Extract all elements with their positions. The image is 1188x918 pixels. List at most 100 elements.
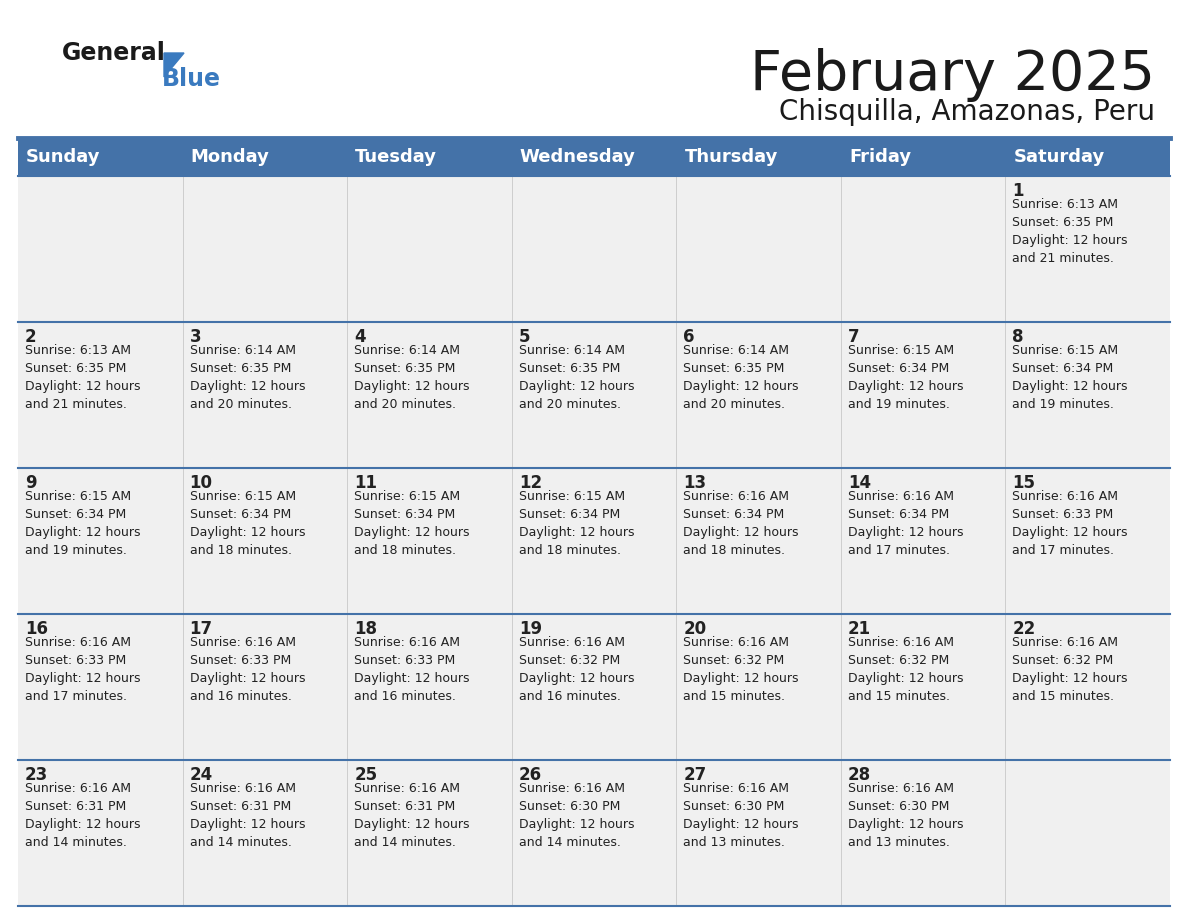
Text: 19: 19 [519, 620, 542, 638]
Text: Sunrise: 6:14 AM
Sunset: 6:35 PM
Daylight: 12 hours
and 20 minutes.: Sunrise: 6:14 AM Sunset: 6:35 PM Dayligh… [354, 344, 469, 411]
Bar [512, 138, 676, 176]
Text: 9: 9 [25, 474, 37, 492]
Text: Sunrise: 6:16 AM
Sunset: 6:32 PM
Daylight: 12 hours
and 15 minutes.: Sunrise: 6:16 AM Sunset: 6:32 PM Dayligh… [683, 636, 798, 703]
Bar [1005, 614, 1170, 760]
Text: 13: 13 [683, 474, 707, 492]
Text: 17: 17 [190, 620, 213, 638]
Text: Sunrise: 6:16 AM
Sunset: 6:30 PM
Daylight: 12 hours
and 13 minutes.: Sunrise: 6:16 AM Sunset: 6:30 PM Dayligh… [848, 782, 963, 849]
Text: 24: 24 [190, 766, 213, 784]
Text: 20: 20 [683, 620, 707, 638]
Bar [1005, 760, 1170, 906]
Bar [676, 138, 841, 176]
Bar [347, 468, 512, 614]
Bar [18, 322, 183, 468]
Bar [1005, 468, 1170, 614]
Text: 10: 10 [190, 474, 213, 492]
Text: Wednesday: Wednesday [520, 148, 636, 166]
Text: 4: 4 [354, 328, 366, 346]
Text: Sunrise: 6:14 AM
Sunset: 6:35 PM
Daylight: 12 hours
and 20 minutes.: Sunrise: 6:14 AM Sunset: 6:35 PM Dayligh… [190, 344, 305, 411]
Text: Sunrise: 6:15 AM
Sunset: 6:34 PM
Daylight: 12 hours
and 18 minutes.: Sunrise: 6:15 AM Sunset: 6:34 PM Dayligh… [190, 490, 305, 557]
Bar [841, 138, 1005, 176]
Bar [841, 176, 1005, 322]
Text: Sunrise: 6:16 AM
Sunset: 6:33 PM
Daylight: 12 hours
and 16 minutes.: Sunrise: 6:16 AM Sunset: 6:33 PM Dayligh… [190, 636, 305, 703]
Text: 1: 1 [1012, 182, 1024, 200]
Bar [512, 176, 676, 322]
Text: Monday: Monday [191, 148, 270, 166]
Bar [183, 760, 347, 906]
Bar [676, 468, 841, 614]
Text: Chisquilla, Amazonas, Peru: Chisquilla, Amazonas, Peru [779, 98, 1155, 126]
Text: Sunrise: 6:15 AM
Sunset: 6:34 PM
Daylight: 12 hours
and 19 minutes.: Sunrise: 6:15 AM Sunset: 6:34 PM Dayligh… [1012, 344, 1127, 411]
Bar [676, 322, 841, 468]
Text: Sunrise: 6:15 AM
Sunset: 6:34 PM
Daylight: 12 hours
and 18 minutes.: Sunrise: 6:15 AM Sunset: 6:34 PM Dayligh… [354, 490, 469, 557]
Text: 7: 7 [848, 328, 859, 346]
Text: 18: 18 [354, 620, 377, 638]
Text: 21: 21 [848, 620, 871, 638]
Text: Sunrise: 6:16 AM
Sunset: 6:32 PM
Daylight: 12 hours
and 15 minutes.: Sunrise: 6:16 AM Sunset: 6:32 PM Dayligh… [848, 636, 963, 703]
Text: Sunrise: 6:15 AM
Sunset: 6:34 PM
Daylight: 12 hours
and 19 minutes.: Sunrise: 6:15 AM Sunset: 6:34 PM Dayligh… [848, 344, 963, 411]
Bar [512, 468, 676, 614]
Bar [347, 614, 512, 760]
Bar [183, 138, 347, 176]
Text: Sunrise: 6:13 AM
Sunset: 6:35 PM
Daylight: 12 hours
and 21 minutes.: Sunrise: 6:13 AM Sunset: 6:35 PM Dayligh… [1012, 198, 1127, 265]
Text: Sunrise: 6:16 AM
Sunset: 6:30 PM
Daylight: 12 hours
and 14 minutes.: Sunrise: 6:16 AM Sunset: 6:30 PM Dayligh… [519, 782, 634, 849]
Bar [18, 760, 183, 906]
Bar [1005, 176, 1170, 322]
Bar [18, 614, 183, 760]
Bar [18, 138, 183, 176]
Text: 22: 22 [1012, 620, 1036, 638]
Text: Sunrise: 6:16 AM
Sunset: 6:33 PM
Daylight: 12 hours
and 17 minutes.: Sunrise: 6:16 AM Sunset: 6:33 PM Dayligh… [1012, 490, 1127, 557]
Bar [841, 322, 1005, 468]
Bar [841, 760, 1005, 906]
Text: Sunrise: 6:16 AM
Sunset: 6:31 PM
Daylight: 12 hours
and 14 minutes.: Sunrise: 6:16 AM Sunset: 6:31 PM Dayligh… [190, 782, 305, 849]
Text: February 2025: February 2025 [750, 48, 1155, 102]
Text: 8: 8 [1012, 328, 1024, 346]
Bar [512, 614, 676, 760]
Text: Sunrise: 6:16 AM
Sunset: 6:33 PM
Daylight: 12 hours
and 17 minutes.: Sunrise: 6:16 AM Sunset: 6:33 PM Dayligh… [25, 636, 140, 703]
Text: 23: 23 [25, 766, 49, 784]
Text: 3: 3 [190, 328, 201, 346]
Text: Sunday: Sunday [26, 148, 101, 166]
Bar [1005, 322, 1170, 468]
Text: Friday: Friday [849, 148, 911, 166]
Text: Thursday: Thursday [684, 148, 778, 166]
Text: Sunrise: 6:16 AM
Sunset: 6:33 PM
Daylight: 12 hours
and 16 minutes.: Sunrise: 6:16 AM Sunset: 6:33 PM Dayligh… [354, 636, 469, 703]
Bar [347, 322, 512, 468]
Text: 2: 2 [25, 328, 37, 346]
Text: 11: 11 [354, 474, 377, 492]
Text: Sunrise: 6:16 AM
Sunset: 6:34 PM
Daylight: 12 hours
and 18 minutes.: Sunrise: 6:16 AM Sunset: 6:34 PM Dayligh… [683, 490, 798, 557]
Text: Sunrise: 6:14 AM
Sunset: 6:35 PM
Daylight: 12 hours
and 20 minutes.: Sunrise: 6:14 AM Sunset: 6:35 PM Dayligh… [519, 344, 634, 411]
Text: Sunrise: 6:16 AM
Sunset: 6:34 PM
Daylight: 12 hours
and 17 minutes.: Sunrise: 6:16 AM Sunset: 6:34 PM Dayligh… [848, 490, 963, 557]
Bar [512, 322, 676, 468]
Text: Sunrise: 6:16 AM
Sunset: 6:31 PM
Daylight: 12 hours
and 14 minutes.: Sunrise: 6:16 AM Sunset: 6:31 PM Dayligh… [354, 782, 469, 849]
Bar [512, 760, 676, 906]
Bar [18, 468, 183, 614]
Bar [1005, 138, 1170, 176]
Text: 16: 16 [25, 620, 48, 638]
Text: Sunrise: 6:16 AM
Sunset: 6:30 PM
Daylight: 12 hours
and 13 minutes.: Sunrise: 6:16 AM Sunset: 6:30 PM Dayligh… [683, 782, 798, 849]
Bar [676, 176, 841, 322]
Polygon shape [164, 53, 184, 77]
Text: Sunrise: 6:15 AM
Sunset: 6:34 PM
Daylight: 12 hours
and 18 minutes.: Sunrise: 6:15 AM Sunset: 6:34 PM Dayligh… [519, 490, 634, 557]
Text: Blue: Blue [162, 67, 221, 91]
Bar [183, 176, 347, 322]
Text: 12: 12 [519, 474, 542, 492]
Text: 5: 5 [519, 328, 530, 346]
Text: 27: 27 [683, 766, 707, 784]
Text: Saturday: Saturday [1013, 148, 1105, 166]
Text: Sunrise: 6:15 AM
Sunset: 6:34 PM
Daylight: 12 hours
and 19 minutes.: Sunrise: 6:15 AM Sunset: 6:34 PM Dayligh… [25, 490, 140, 557]
Text: Tuesday: Tuesday [355, 148, 437, 166]
Text: General: General [62, 41, 166, 65]
Bar [676, 614, 841, 760]
Bar [18, 176, 183, 322]
Text: Sunrise: 6:14 AM
Sunset: 6:35 PM
Daylight: 12 hours
and 20 minutes.: Sunrise: 6:14 AM Sunset: 6:35 PM Dayligh… [683, 344, 798, 411]
Bar [183, 322, 347, 468]
Text: 28: 28 [848, 766, 871, 784]
Text: 26: 26 [519, 766, 542, 784]
Bar [347, 760, 512, 906]
Bar [841, 614, 1005, 760]
Bar [347, 138, 512, 176]
Bar [676, 760, 841, 906]
Text: Sunrise: 6:13 AM
Sunset: 6:35 PM
Daylight: 12 hours
and 21 minutes.: Sunrise: 6:13 AM Sunset: 6:35 PM Dayligh… [25, 344, 140, 411]
Text: Sunrise: 6:16 AM
Sunset: 6:31 PM
Daylight: 12 hours
and 14 minutes.: Sunrise: 6:16 AM Sunset: 6:31 PM Dayligh… [25, 782, 140, 849]
